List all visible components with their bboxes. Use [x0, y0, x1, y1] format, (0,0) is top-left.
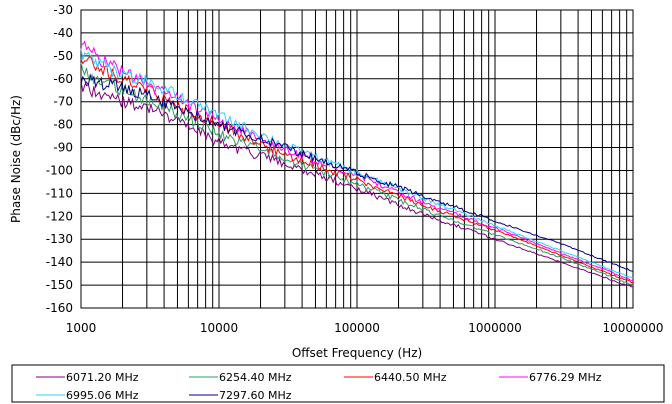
x-tick-label: 1000000 [468, 321, 521, 335]
series-line-6 [80, 73, 634, 272]
x-tick-label: 10000000 [602, 321, 663, 335]
y-tick-label: -130 [46, 232, 73, 246]
grid-lines [80, 9, 633, 309]
legend-box [11, 364, 665, 403]
y-tick-label: -160 [46, 301, 73, 315]
x-tick-label: 100000 [334, 321, 380, 335]
y-tick-label: -80 [53, 118, 73, 132]
y-tick-label: -110 [46, 186, 73, 200]
x-tick-label: 1000 [66, 321, 97, 335]
series-line-2 [80, 62, 634, 286]
legend-label: 6071.20 MHz [66, 371, 139, 384]
x-axis-title: Offset Frequency (Hz) [292, 346, 422, 360]
y-tick-label: -40 [53, 26, 73, 40]
y-tick-label: -100 [46, 163, 73, 177]
y-tick-label: -50 [53, 49, 73, 63]
y-tick-label: -30 [53, 3, 73, 17]
legend-label: 7297.60 MHz [219, 389, 292, 402]
series-layer [80, 40, 634, 288]
y-axis-title: Phase Noise (dBc/Hz) [9, 95, 23, 223]
y-tick-label: -150 [46, 278, 73, 292]
plot-area-border [80, 9, 634, 309]
y-tick-label: -90 [53, 141, 73, 155]
legend-label: 6995.06 MHz [66, 389, 139, 402]
x-tick-label: 10000 [200, 321, 238, 335]
legend-label: 6440.50 MHz [374, 371, 447, 384]
x-tick-labels: 1000 10000 100000 1000000 10000000 [66, 321, 664, 335]
y-tick-labels: -30 -40 -50 -60 -70 -80 -90 -100 -110 -120 -130 -14… [46, 3, 73, 315]
y-tick-label: -120 [46, 209, 73, 223]
series-line-1 [80, 80, 633, 288]
legend-label: 6254.40 MHz [219, 371, 292, 384]
y-tick-label: -60 [53, 72, 73, 86]
legend: 6071.20 MHz 6254.40 MHz 6440.50 MHz 6776.29… [36, 371, 602, 402]
y-tick-label: -70 [53, 95, 73, 109]
legend-label: 6776.29 MHz [529, 371, 602, 384]
series-line-5 [80, 48, 634, 279]
y-tick-label: -140 [46, 255, 73, 269]
